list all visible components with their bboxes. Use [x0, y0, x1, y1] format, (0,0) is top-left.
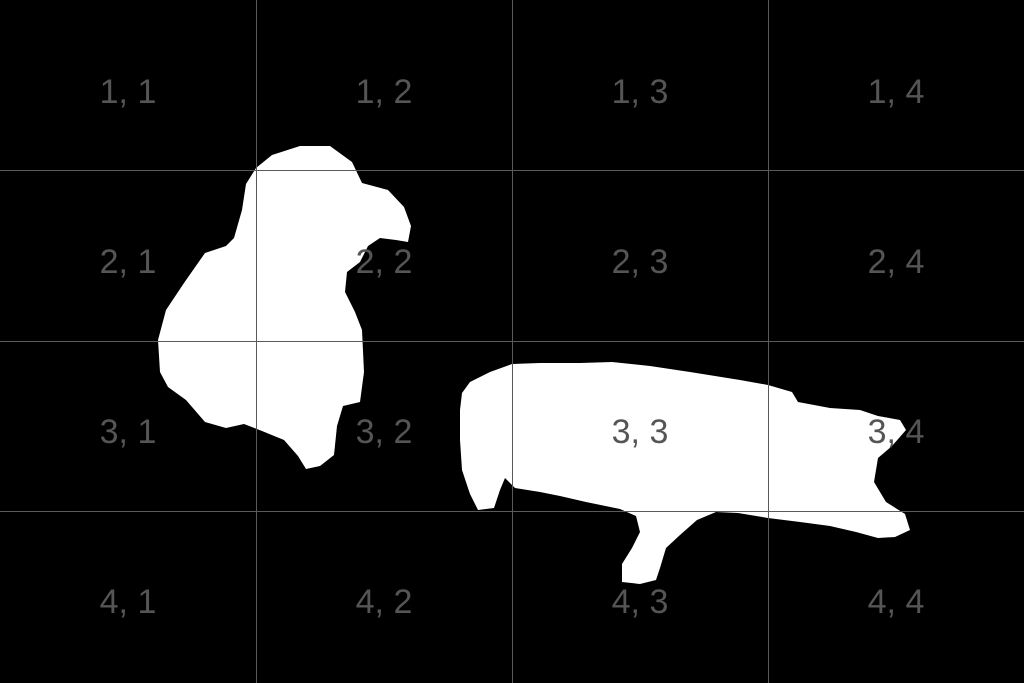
cell-label-1-3: 1, 3	[611, 73, 669, 111]
cell-label-2-3: 2, 3	[611, 243, 669, 281]
cell-label-3-2: 3, 2	[355, 413, 413, 451]
grid-line-horizontal	[0, 511, 1024, 512]
cell-label-3-4: 3, 4	[867, 413, 925, 451]
cell-label-1-2: 1, 2	[355, 73, 413, 111]
right-bird-mask	[460, 362, 910, 584]
cell-label-4-1: 4, 1	[99, 583, 157, 621]
grid-line-horizontal	[0, 170, 1024, 171]
cell-label-1-4: 1, 4	[867, 73, 925, 111]
cell-label-4-4: 4, 4	[867, 583, 925, 621]
cell-label-2-1: 2, 1	[99, 243, 157, 281]
cell-label-1-1: 1, 1	[99, 73, 157, 111]
cell-label-4-2: 4, 2	[355, 583, 413, 621]
cell-label-2-4: 2, 4	[867, 243, 925, 281]
cell-label-3-1: 3, 1	[99, 413, 157, 451]
cell-label-3-3: 3, 3	[611, 413, 669, 451]
cell-label-2-2: 2, 2	[355, 243, 413, 281]
left-bird-mask	[158, 146, 411, 469]
cell-label-4-3: 4, 3	[611, 583, 669, 621]
grid-line-horizontal	[0, 341, 1024, 342]
